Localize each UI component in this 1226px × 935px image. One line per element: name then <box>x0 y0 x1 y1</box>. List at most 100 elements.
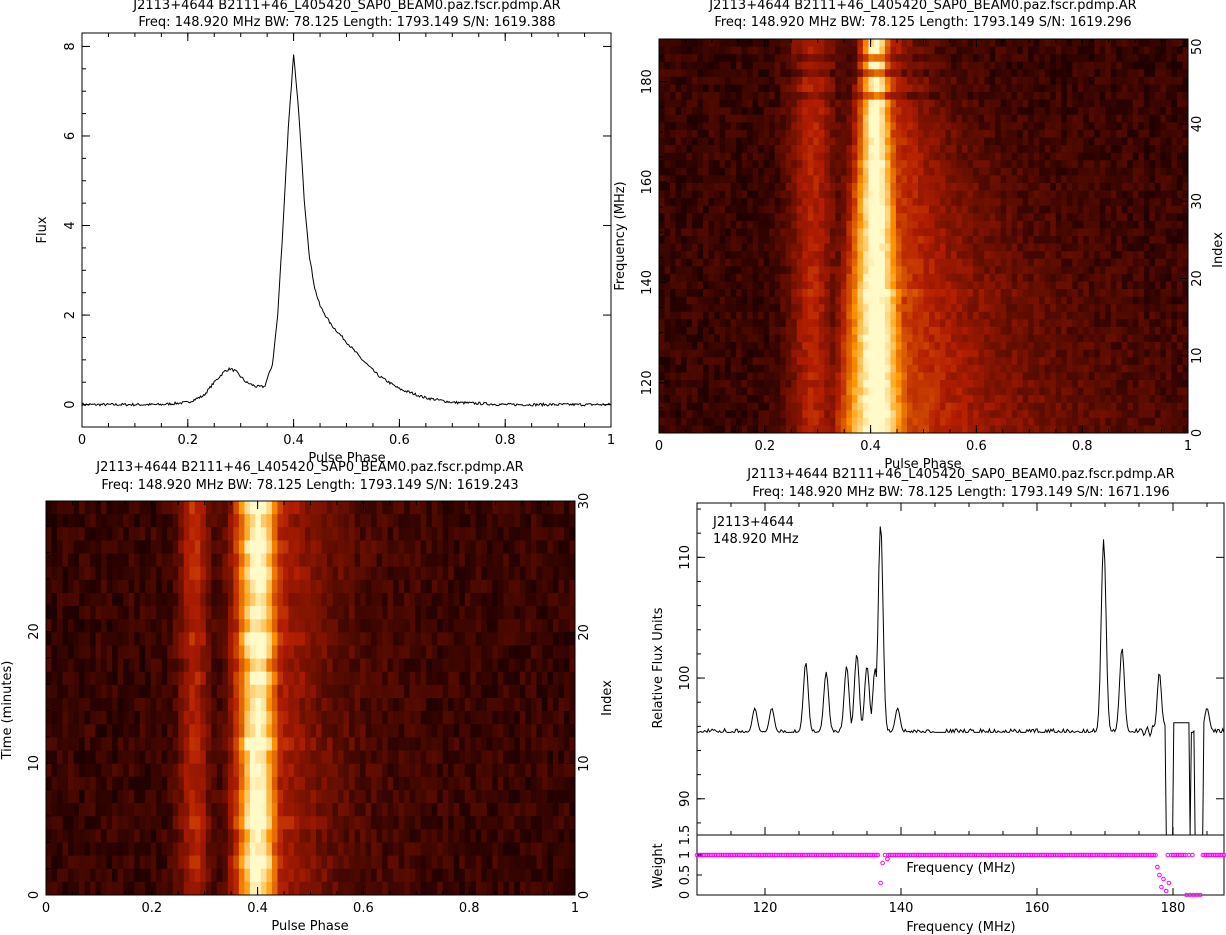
freq-heat-cell <box>1083 395 1090 404</box>
freq-heat-cell <box>1061 190 1068 199</box>
freq-heat-cell <box>769 61 776 70</box>
freq-heat-cell <box>1132 326 1139 335</box>
profile-xtick-label: 1 <box>607 433 615 448</box>
freq-heat-cell <box>1171 395 1178 404</box>
freq-heat-cell <box>1033 402 1040 411</box>
freq-heat-cell <box>835 205 842 214</box>
freq-heat-cell <box>1132 417 1139 426</box>
freq-heat-cell <box>868 364 875 373</box>
freq-heat-cell <box>1061 342 1068 351</box>
freq-heat-cell <box>703 205 709 214</box>
freq-heat-cell <box>703 395 709 404</box>
freq-heat-cell <box>829 213 836 222</box>
freq-heat-cell <box>813 372 820 381</box>
freq-heat-cell <box>851 281 858 290</box>
freq-heat-cell <box>829 281 836 290</box>
freq-heat-cell <box>995 46 1002 55</box>
freq-heat-cell <box>868 236 875 244</box>
freq-heat-cell <box>714 334 721 343</box>
freq-heat-cell <box>1006 122 1013 131</box>
freq-heat-cell <box>725 334 732 343</box>
freq-heat-cell <box>802 198 809 207</box>
freq-heat-cell <box>730 220 737 229</box>
freq-heat-cell <box>1039 387 1046 396</box>
freq-heat-cell <box>714 326 721 335</box>
freq-heat-cell <box>675 190 682 199</box>
freq-heat-cell <box>692 236 698 244</box>
freq-heat-cell <box>1176 122 1183 131</box>
freq-heat-cell <box>1050 182 1057 191</box>
freq-heat-cell <box>1094 198 1101 207</box>
freq-heat-cell <box>989 152 996 161</box>
freq-heat-cell <box>1182 39 1189 47</box>
freq-heat-cell <box>1176 349 1183 358</box>
freq-heat-cell <box>967 296 974 305</box>
freq-heat-cell <box>714 266 721 275</box>
freq-heat-cell <box>945 46 952 55</box>
freq-heat-cell <box>692 137 698 146</box>
freq-heat-cell <box>857 114 864 123</box>
freq-heat-cell <box>774 266 781 275</box>
freq-heat-cell <box>857 205 864 214</box>
freq-heat-cell <box>1022 160 1029 169</box>
freq-heat-cell <box>1116 137 1123 146</box>
freq-heat-cell <box>664 326 671 335</box>
freq-heat-cell <box>1171 357 1178 366</box>
freq-heat-cell <box>989 122 996 131</box>
freq-heat-cell <box>1143 152 1150 161</box>
freq-heat-cell <box>818 76 825 85</box>
freq-heat-cell <box>758 205 765 214</box>
freq-heat-cell <box>741 402 748 411</box>
freq-heat-cell <box>973 137 979 146</box>
freq-heat-cell <box>1182 114 1189 123</box>
freq-heat-cell <box>962 228 968 237</box>
freq-heat-cell <box>1083 251 1090 260</box>
freq-heat-cell <box>1160 266 1167 275</box>
freq-heat-cell <box>719 190 726 199</box>
freq-heat-cell <box>951 129 957 138</box>
freq-heat-cell <box>785 319 792 328</box>
freq-heat-cell <box>1116 417 1123 426</box>
freq-heat-cell <box>1116 349 1123 358</box>
freq-heat-cell <box>940 220 946 229</box>
freq-heat-cell <box>978 152 985 161</box>
freq-heat-cell <box>813 319 820 328</box>
freq-heat-cell <box>1149 236 1156 244</box>
freq-heat-cell <box>940 213 946 222</box>
freq-heat-cell <box>1132 54 1139 63</box>
freq-heat-cell <box>879 228 886 237</box>
freq-heat-cell <box>1022 258 1029 267</box>
freq-heat-cell <box>1055 137 1062 146</box>
freq-heat-cell <box>1006 145 1013 154</box>
freq-heat-cell <box>929 243 935 252</box>
freq-heat-cell <box>929 114 935 123</box>
freq-heat-cell <box>708 251 715 260</box>
freq-heat-cell <box>670 114 676 123</box>
freq-heat-cell <box>895 137 902 146</box>
freq-heat-cell <box>879 236 886 244</box>
freq-heat-cell <box>862 410 869 419</box>
freq-heat-cell <box>1077 379 1084 388</box>
freq-heat-cell <box>763 417 770 426</box>
freq-heat-cell <box>1022 326 1029 335</box>
freq-heat-cell <box>1171 311 1178 320</box>
freq-heat-cell <box>719 84 726 93</box>
freq-heat-cell <box>929 342 935 351</box>
freq-heat-cell <box>736 349 743 358</box>
freq-heat-cell <box>857 266 864 275</box>
freq-heat-cell <box>769 334 776 343</box>
freq-heat-cell <box>763 228 770 237</box>
freq-heat-cell <box>708 266 715 275</box>
freq-heat-cell <box>851 122 858 131</box>
freq-heat-cell <box>785 213 792 222</box>
freq-heat-cell <box>686 114 693 123</box>
freq-heat-cell <box>714 175 721 184</box>
freq-heat-cell <box>659 46 665 55</box>
freq-heat-cell <box>802 129 809 138</box>
freq-heat-cell <box>962 311 968 320</box>
freq-heat-cell <box>659 213 665 222</box>
freq-heat-cell <box>967 84 974 93</box>
freq-heat-cell <box>824 372 831 381</box>
freq-heat-cell <box>890 395 897 404</box>
freq-heat-cell <box>901 137 908 146</box>
